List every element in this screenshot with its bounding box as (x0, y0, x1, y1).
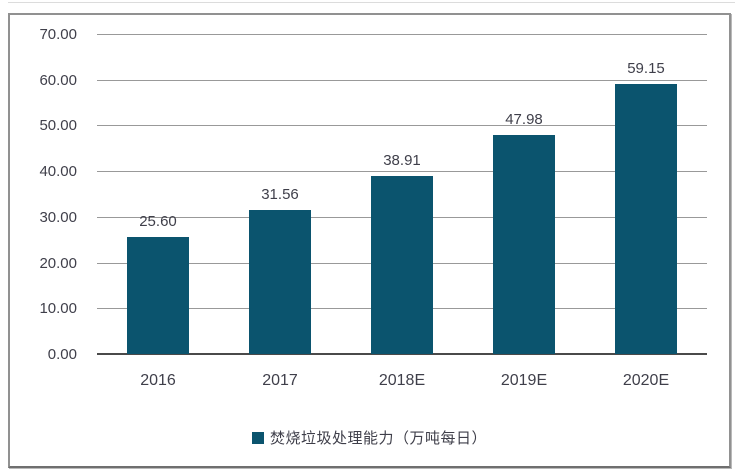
y-axis-label: 50.00 (39, 117, 77, 135)
y-axis-label: 10.00 (39, 300, 77, 318)
x-axis-label: 2017 (262, 372, 298, 389)
gridline (97, 171, 707, 173)
x-axis-label: 2019E (500, 372, 548, 389)
gridline (97, 79, 707, 81)
y-axis-label: 30.00 (39, 208, 77, 226)
bar-value-label: 31.56 (261, 185, 299, 203)
x-axis-label: 2020E (622, 372, 670, 389)
x-axis-label: 2018E (378, 372, 426, 389)
bar-value-label: 59.15 (627, 59, 665, 77)
bar (249, 209, 311, 354)
x-axis-line (97, 353, 707, 355)
bar-value-label: 47.98 (505, 110, 543, 128)
y-axis-label: 0.00 (47, 346, 77, 363)
bar (371, 176, 433, 354)
gridline (97, 34, 707, 35)
y-axis-label: 60.00 (39, 71, 77, 89)
top-divider-line (8, 2, 735, 3)
bar-value-label: 25.60 (139, 212, 177, 230)
y-axis-label: 40.00 (39, 163, 77, 181)
legend-label: 焚烧垃圾处理能力（万吨每日） (269, 430, 487, 447)
bar (615, 83, 677, 354)
chart-legend: 焚烧垃圾处理能力（万吨每日） (10, 427, 729, 448)
y-axis-label: 70.00 (39, 26, 77, 43)
bar (127, 236, 189, 354)
gridline (97, 125, 707, 127)
x-axis-label: 2016 (140, 372, 176, 389)
chart-frame: 焚烧垃圾处理能力（万吨每日） 0.00 10.00 20.00 30.00 40.00 5… (8, 13, 731, 468)
bar-value-label: 38.91 (383, 152, 421, 170)
bar (493, 134, 555, 354)
legend-swatch (251, 431, 264, 444)
y-axis-label: 20.00 (39, 254, 77, 272)
